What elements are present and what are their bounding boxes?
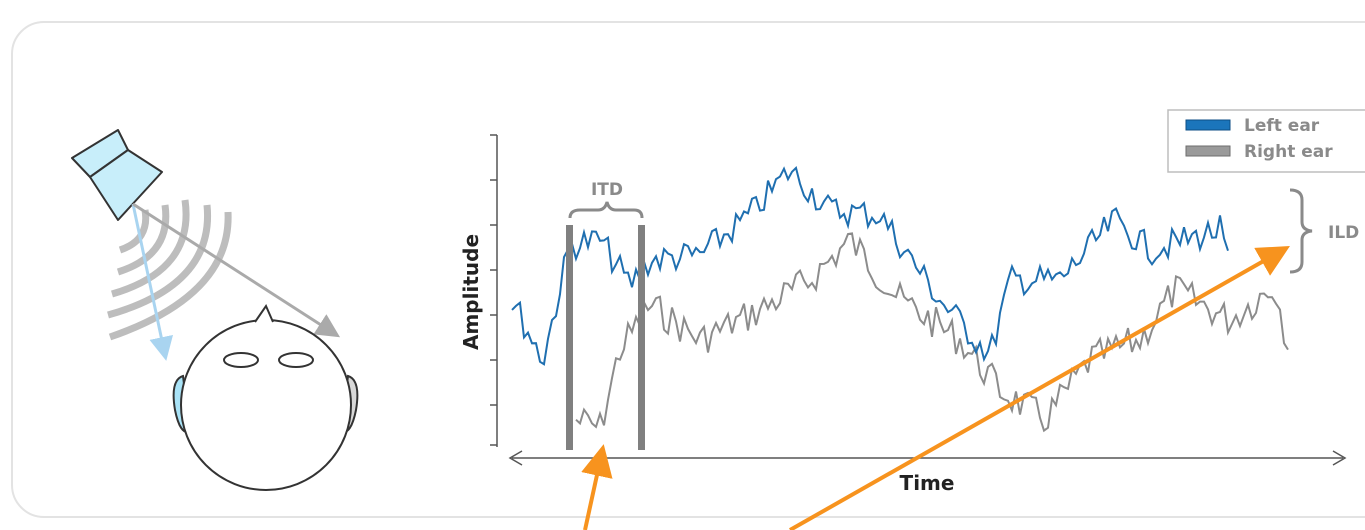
x-axis-label: Time [900, 471, 955, 495]
ild-label: ILD [1328, 223, 1359, 243]
scene: Amplitude Time ITD ILD Left ear Right ea… [0, 0, 1365, 530]
legend: Left ear Right ear [1168, 110, 1365, 172]
legend-label: Right ear [1244, 142, 1333, 162]
legend-label: Left ear [1244, 116, 1320, 136]
y-axis-label: Amplitude [459, 234, 483, 350]
itd-label: ITD [591, 180, 623, 200]
